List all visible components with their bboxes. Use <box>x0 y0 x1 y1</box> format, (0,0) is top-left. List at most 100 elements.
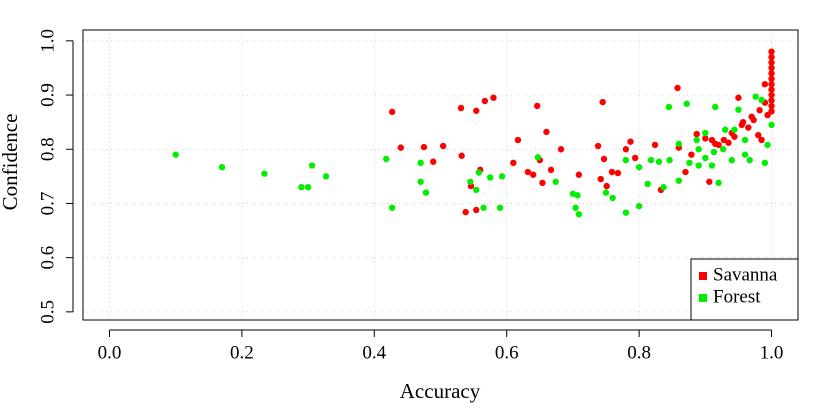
point <box>768 97 775 104</box>
point <box>715 179 722 187</box>
point <box>486 174 494 181</box>
point <box>710 148 718 156</box>
point <box>631 154 639 162</box>
point <box>768 59 775 66</box>
point <box>622 146 630 153</box>
point <box>473 206 480 214</box>
point <box>647 156 655 164</box>
point <box>322 173 330 180</box>
point <box>768 53 775 61</box>
point <box>594 142 602 150</box>
point <box>702 154 709 162</box>
point <box>693 136 700 144</box>
point <box>756 107 763 114</box>
point <box>462 208 469 216</box>
point <box>422 189 430 196</box>
point <box>755 131 762 139</box>
point <box>708 162 716 169</box>
point <box>599 98 606 106</box>
point <box>735 94 742 101</box>
point <box>172 151 179 158</box>
point <box>655 158 663 165</box>
point <box>748 113 755 120</box>
point <box>473 186 480 194</box>
point <box>609 194 616 202</box>
y-tick-label: 0.9 <box>37 83 58 107</box>
point <box>768 86 775 93</box>
point <box>768 102 775 110</box>
y-tick-label: 0.7 <box>37 192 58 216</box>
point <box>741 136 749 144</box>
point <box>614 169 622 177</box>
legend-box <box>690 258 799 321</box>
x-tick-label: 0.6 <box>495 342 519 363</box>
point <box>475 169 483 176</box>
point <box>417 178 424 185</box>
point <box>514 136 522 144</box>
point <box>397 144 404 151</box>
point <box>557 146 565 153</box>
point <box>682 168 689 176</box>
point <box>635 202 643 210</box>
point <box>261 170 268 177</box>
point <box>702 135 709 142</box>
point <box>439 142 447 150</box>
point <box>622 156 630 164</box>
point <box>473 107 480 114</box>
point <box>644 180 651 188</box>
point <box>622 209 630 216</box>
point <box>764 111 771 119</box>
legend-label: Savanna <box>713 264 778 285</box>
point <box>721 126 729 133</box>
x-tick-label: 0.8 <box>627 342 651 363</box>
point <box>608 168 616 176</box>
point <box>597 175 604 183</box>
point <box>768 108 775 115</box>
point <box>695 146 702 153</box>
point <box>719 146 727 153</box>
x-tick-label: 0.2 <box>230 342 254 363</box>
point <box>695 162 702 169</box>
x-tick-label: 1.0 <box>760 342 784 363</box>
point <box>547 166 555 174</box>
point <box>768 81 775 88</box>
legend-label: Forest <box>713 286 761 307</box>
y-axis-label: Confidence <box>0 114 22 211</box>
point <box>635 163 643 171</box>
point <box>498 173 506 180</box>
point <box>688 151 695 158</box>
point <box>534 154 542 161</box>
point <box>712 140 719 148</box>
point <box>735 106 742 113</box>
point <box>761 159 769 167</box>
point <box>666 156 673 164</box>
point <box>686 159 693 167</box>
point <box>430 158 437 165</box>
point <box>665 103 673 111</box>
y-tick-label: 0.5 <box>37 300 58 324</box>
point <box>529 171 537 178</box>
point <box>720 136 728 144</box>
point <box>728 156 735 164</box>
point <box>388 108 396 116</box>
point <box>761 81 769 88</box>
point <box>706 178 713 185</box>
point <box>602 189 610 196</box>
legend-swatch <box>699 272 707 280</box>
point <box>524 168 532 176</box>
point <box>683 100 690 107</box>
point <box>575 171 583 178</box>
point <box>575 211 583 218</box>
x-tick-label: 0.0 <box>98 342 122 363</box>
y-tick-label: 0.8 <box>37 137 58 161</box>
point <box>458 152 465 159</box>
point <box>768 64 775 72</box>
point <box>304 183 312 191</box>
point <box>741 151 749 158</box>
point <box>702 129 709 137</box>
point <box>574 192 581 199</box>
point <box>738 121 745 129</box>
y-tick-label: 0.6 <box>37 246 58 270</box>
legend-swatch <box>699 294 707 302</box>
